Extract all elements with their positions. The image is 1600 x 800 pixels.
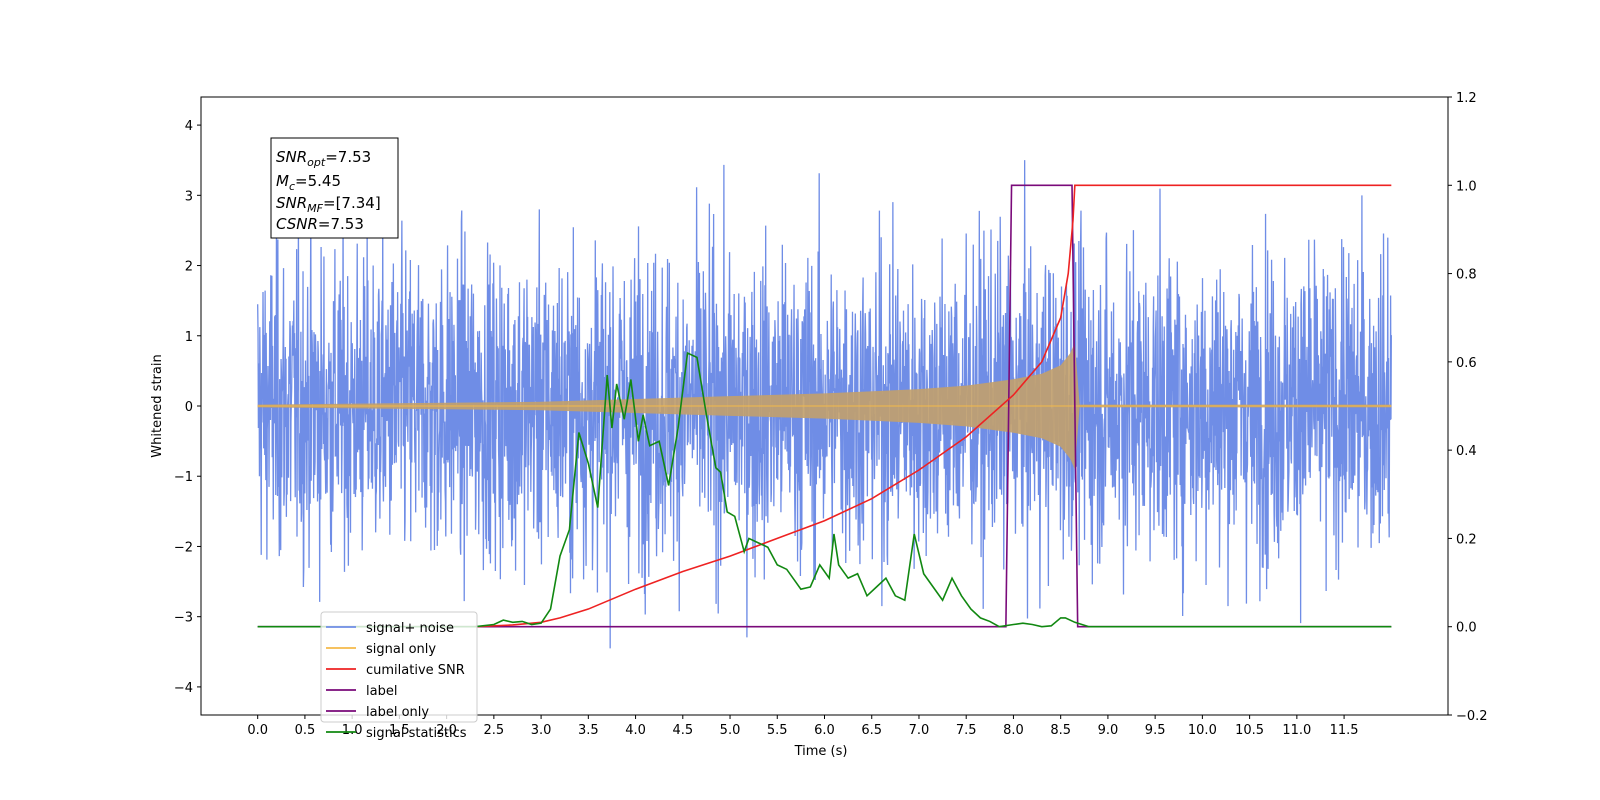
y-axis-right: 1.2 1.0 0.8 0.6 0.4 0.2 0.0 −0.2 [1448,91,1488,724]
x-tick-label: 3.0 [531,723,552,738]
series-signal-statistics [257,351,1392,628]
y-left-tick-label: −4 [174,681,193,696]
x-tick-label: 0.5 [295,723,316,738]
x-tick-label: 10.5 [1235,723,1264,738]
y-left-tick-label: 4 [185,119,193,134]
x-tick-label: 7.0 [909,723,930,738]
x-tick-label: 6.0 [814,723,835,738]
x-tick-label: 3.5 [578,723,599,738]
x-tick-label: 8.5 [1050,723,1071,738]
x-tick-label: 2.5 [484,723,505,738]
info-box: SNRopt=7.53 Mc=5.45 SNRMF=[7.34] CSNR=7.… [270,137,399,239]
y-axis-left: 4 3 2 1 0 −1 −2 −3 −4 [174,119,201,696]
y-left-tick-label: 1 [185,330,193,345]
y-right-tick-label: −0.2 [1456,709,1488,724]
legend-label: signal only [366,642,436,657]
y-left-tick-label: 2 [185,260,193,275]
y-right-tick-label: 0.4 [1456,444,1477,459]
x-tick-label: 9.5 [1145,723,1166,738]
info-box-frame [270,137,399,239]
y-left-tick-label: −1 [174,470,193,485]
series-cumulative-snr [474,184,1392,628]
x-tick-label: 9.0 [1098,723,1119,738]
legend-label: cumilative SNR [366,663,465,678]
x-tick-label: 1.5 [389,723,410,738]
legend-frame [320,611,478,723]
y-right-tick-label: 0.8 [1456,268,1477,283]
x-tick-label: 8.0 [1003,723,1024,738]
y-right-tick-label: 0.6 [1456,356,1477,371]
series-layer [257,160,1392,649]
x-tick-label: 0.0 [247,723,268,738]
legend-label: signal+ noise [366,621,454,636]
x-tick-label: 11.0 [1282,723,1311,738]
y-left-tick-label: 3 [185,189,193,204]
y-right-tick-label: 0.2 [1456,532,1477,547]
info-snr-opt: SNRopt=7.53 [276,148,371,169]
y-left-tick-label: −3 [174,611,193,626]
x-tick-label: 11.5 [1330,723,1359,738]
x-tick-label: 2.0 [436,723,457,738]
x-tick-label: 1.0 [342,723,363,738]
info-csnr: CSNR=7.53 [276,215,364,233]
x-axis-title: Time (s) [794,744,848,759]
x-tick-label: 6.5 [861,723,882,738]
legend-label: signal statistics [366,726,467,741]
x-tick-label: 5.5 [767,723,788,738]
info-mc: Mc=5.45 [276,172,341,193]
y-right-tick-label: 0.0 [1456,621,1477,636]
x-axis: 0.0 0.5 1.0 1.5 2.0 2.5 3.0 3.5 4.0 4.5 5.0 5.5 6.0 6… [247,715,1359,738]
x-tick-label: 4.5 [672,723,693,738]
x-tick-label: 10.0 [1188,723,1217,738]
legend: signal+ noise signal only cumilative SNR la… [320,611,478,741]
y-right-tick-label: 1.0 [1456,179,1477,194]
x-tick-label: 4.0 [625,723,646,738]
info-snr-mf: SNRMF=[7.34] [276,194,381,215]
legend-label: label only [366,705,429,720]
y-axis-title: Whitened strain [150,354,165,457]
x-tick-label: 5.0 [720,723,741,738]
y-right-tick-label: 1.2 [1456,91,1477,106]
y-left-tick-label: 0 [185,400,193,415]
x-tick-label: 7.5 [956,723,977,738]
y-left-tick-label: −2 [174,540,193,555]
legend-label: label [366,684,397,699]
